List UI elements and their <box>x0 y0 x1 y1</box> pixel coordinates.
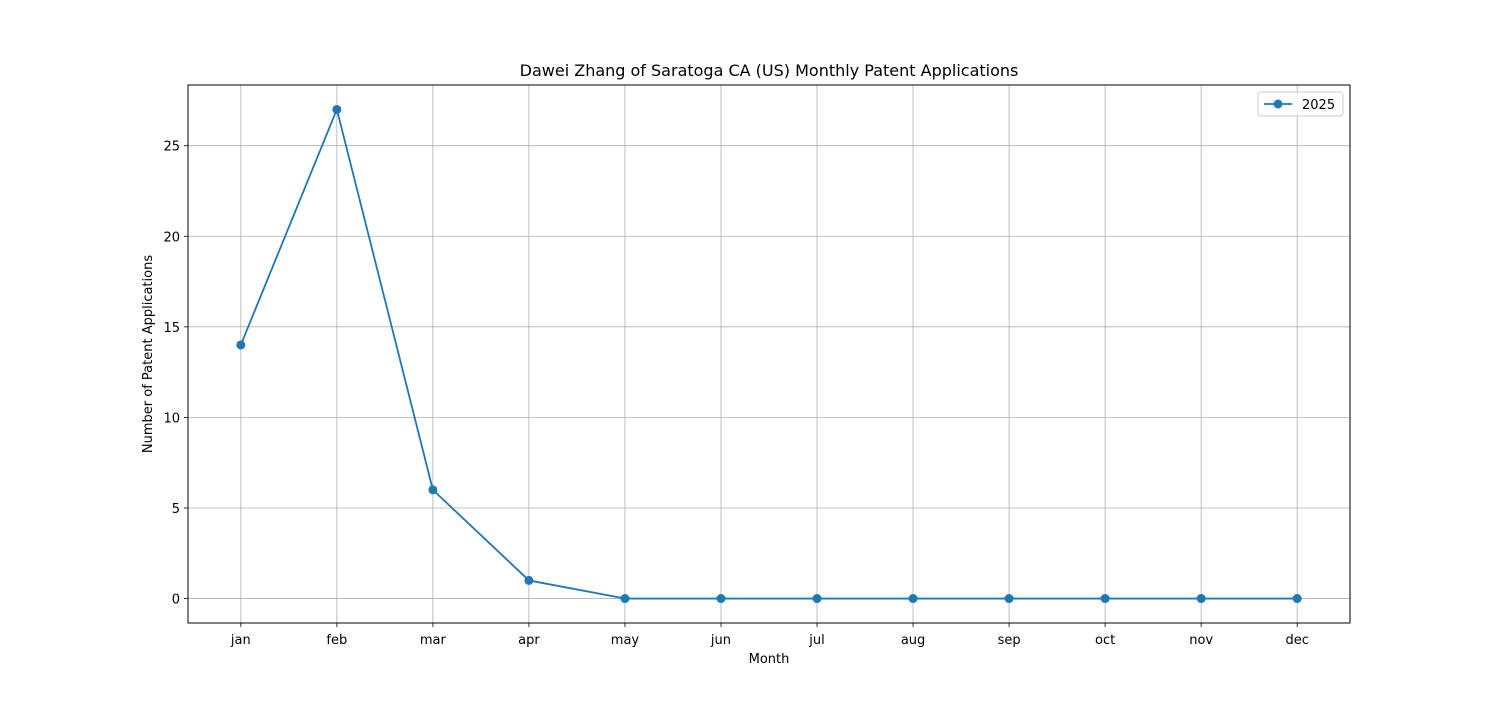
x-tick-label: dec <box>1285 633 1308 648</box>
data-point-marker <box>909 594 918 603</box>
x-tick-label: apr <box>518 633 540 648</box>
y-tick-label: 15 <box>163 321 180 336</box>
legend: 2025 <box>1258 92 1343 116</box>
x-tick-label: sep <box>998 633 1021 648</box>
x-tick-label: nov <box>1189 633 1213 648</box>
y-tick-label: 25 <box>163 140 180 155</box>
x-axis-label: Month <box>749 652 790 667</box>
data-point-marker <box>813 594 822 603</box>
x-tick-label: jul <box>808 633 824 648</box>
data-point-marker <box>1101 594 1110 603</box>
data-point-marker <box>1293 594 1302 603</box>
data-point-marker <box>1197 594 1206 603</box>
y-tick-label: 5 <box>172 502 180 517</box>
x-tick-label: aug <box>901 633 925 648</box>
chart-figure: jan feb mar apr may jun jul aug sep oct nov dec 0 5 1… <box>0 0 1500 700</box>
data-point-marker <box>524 576 533 585</box>
line-chart: jan feb mar apr may jun jul aug sep oct nov dec 0 5 1… <box>0 0 1500 700</box>
x-tick-label: jan <box>230 633 251 648</box>
data-point-marker <box>428 485 437 494</box>
x-tick-label: jun <box>710 633 731 648</box>
x-tick-label: feb <box>326 633 347 648</box>
legend-marker <box>1274 100 1283 109</box>
data-point-marker <box>236 340 245 349</box>
legend-label: 2025 <box>1302 98 1335 113</box>
chart-title: Dawei Zhang of Saratoga CA (US) Monthly … <box>520 61 1019 80</box>
y-tick-label: 0 <box>172 593 180 608</box>
data-point-marker <box>716 594 725 603</box>
x-tick-label: may <box>611 633 640 648</box>
y-tick-label: 10 <box>163 411 180 426</box>
y-tick-label: 20 <box>163 230 180 245</box>
x-tick-label: mar <box>420 633 447 648</box>
data-point-marker <box>332 105 341 114</box>
x-tick-label: oct <box>1095 633 1115 648</box>
y-axis-label: Number of Patent Applications <box>141 255 156 453</box>
data-point-marker <box>620 594 629 603</box>
data-point-marker <box>1005 594 1014 603</box>
